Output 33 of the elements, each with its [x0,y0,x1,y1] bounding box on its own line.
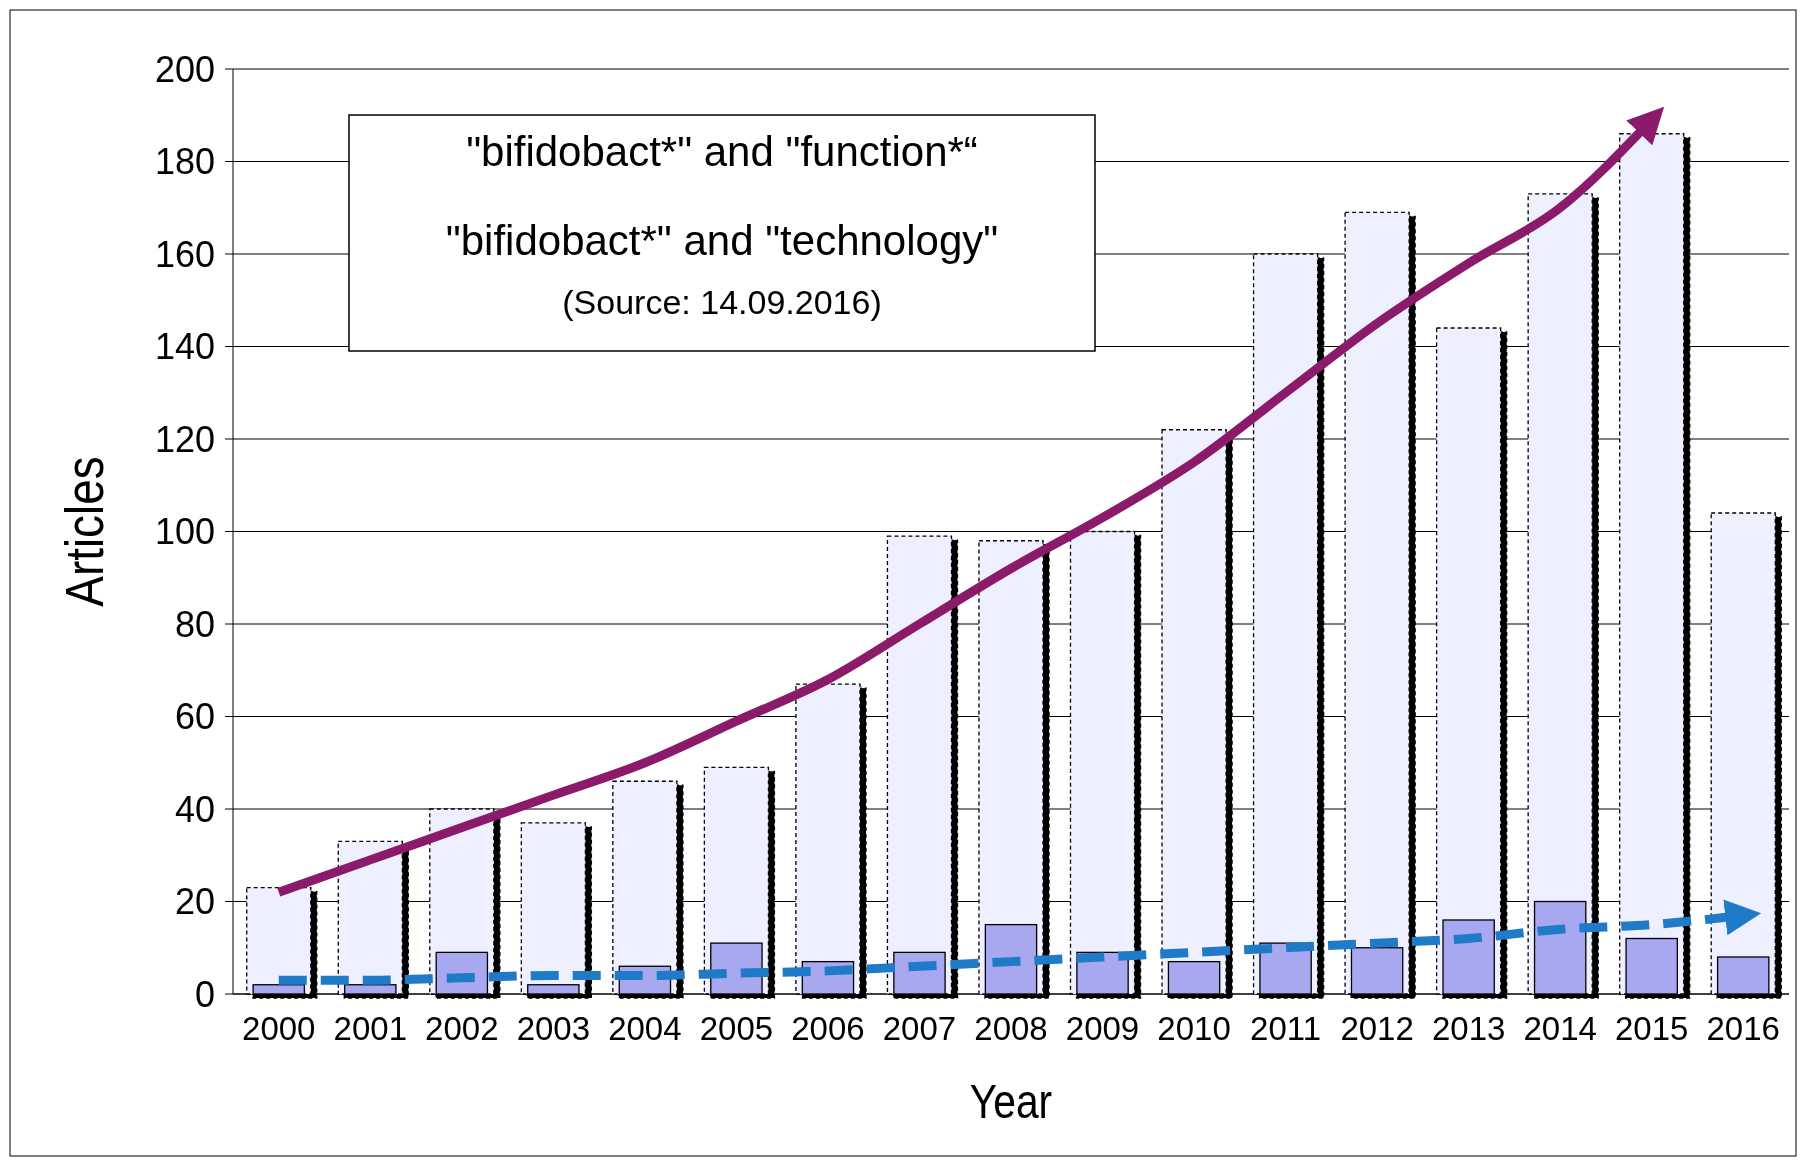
y-tick-label: 200 [154,48,215,90]
x-tick-label: 2002 [425,1010,499,1047]
x-tick-label: 2008 [974,1010,1048,1047]
x-tick-label: 2000 [242,1010,316,1047]
x-tick-label: 2003 [516,1010,591,1047]
y-tick-label: 120 [154,418,215,460]
x-tick-label: 2009 [1065,1010,1140,1047]
x-tick-label: 2011 [1250,1010,1322,1047]
x-tick-label: 2004 [608,1010,682,1047]
x-tick-label: 2015 [1614,1010,1689,1047]
x-tick-label: 2014 [1523,1010,1597,1047]
y-tick-label: 140 [154,326,215,368]
y-tick-label: 40 [174,788,215,830]
x-tick-label: 2010 [1157,1010,1231,1047]
y-tick-label: 80 [174,603,215,645]
x-tick-label: 2013 [1431,1010,1506,1047]
x-tick-label: 2005 [699,1010,774,1047]
y-tick-label: 180 [154,141,215,183]
x-tick-label: 2012 [1340,1010,1414,1047]
x-axis-title: Year [969,1074,1053,1128]
y-tick-label: 20 [174,881,215,923]
y-tick-label: 60 [174,696,215,738]
y-tick-label: 160 [154,233,215,275]
x-tick-label: 2016 [1706,1010,1780,1047]
y-tick-label: 100 [154,511,215,553]
y-tick-label: 0 [194,973,215,1015]
annotation: (Source: 14.09.2016) [562,283,882,321]
x-tick-label: 2006 [791,1010,865,1047]
annotation: "bifidobact*" and "function*“ [466,128,978,175]
y-axis-title: Articles [54,456,115,607]
x-tick-label: 2007 [882,1010,957,1047]
x-tick-label: 2001 [333,1010,408,1047]
annotation: "bifidobact*" and "technology" [445,217,999,264]
